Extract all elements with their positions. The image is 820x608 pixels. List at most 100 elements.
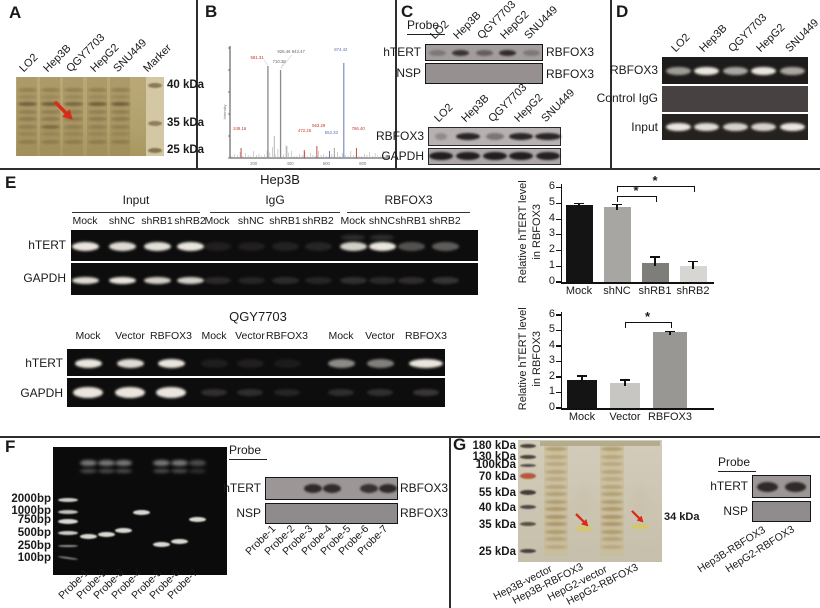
lane-label: Mock: [340, 215, 366, 227]
y-tick-label: 4: [548, 211, 555, 224]
marker-weight-label: 40 kDa: [167, 79, 205, 91]
band: [110, 110, 130, 114]
lane-label: RBFOX3: [265, 330, 308, 342]
band: [17, 88, 37, 92]
panel-label-d: D: [616, 2, 629, 21]
chart-x-axis: [560, 282, 714, 284]
ladder-label: 250bp: [17, 540, 51, 552]
gel-lane: [40, 77, 60, 156]
band: [63, 140, 83, 144]
bar: [679, 266, 707, 282]
band: [397, 241, 425, 251]
y-tick-label: 1: [548, 385, 555, 397]
band: [435, 132, 447, 140]
band: [40, 110, 60, 114]
band: [475, 49, 493, 56]
row-label: hTERT: [223, 481, 261, 495]
row-label: NSP: [396, 66, 421, 80]
band: [368, 241, 396, 251]
band: [110, 117, 130, 121]
bar: [610, 383, 640, 408]
lane-label: RBFOX3: [404, 330, 447, 342]
band: [87, 125, 107, 129]
row-label-right: RBFOX3: [400, 481, 449, 495]
ladder-label: 180 kDa: [472, 440, 516, 452]
chart-y-axis: [560, 312, 562, 410]
band: [601, 469, 623, 474]
weight-annotation: 34 kDa: [664, 511, 700, 523]
band: [40, 125, 60, 129]
error-bar-stem: [692, 260, 694, 270]
band: [498, 49, 516, 56]
band: [631, 523, 649, 529]
probe-header: Probe: [407, 19, 445, 35]
band: [143, 276, 171, 284]
band: [429, 152, 453, 160]
band: [545, 462, 567, 466]
bar: [641, 263, 669, 282]
band: [428, 49, 446, 56]
y-tick: [556, 391, 561, 394]
band: [87, 110, 107, 114]
band: [108, 241, 136, 251]
bar: [603, 206, 631, 282]
band: [170, 469, 188, 473]
error-bar-stem: [578, 202, 580, 209]
error-bar-stem: [581, 375, 583, 384]
band: [601, 454, 623, 459]
error-bar-cap: [688, 260, 698, 263]
bar: [653, 332, 687, 408]
ladder-label: 25 kDa: [478, 546, 516, 558]
band: [87, 88, 107, 92]
y-tick: [556, 265, 561, 267]
y-tick-label: 1: [548, 258, 555, 271]
band: [237, 241, 265, 251]
band: [413, 388, 439, 396]
band: [87, 132, 107, 136]
band: [576, 485, 592, 515]
row-label: hTERT: [28, 238, 66, 252]
band: [368, 276, 396, 284]
ladder-label: 35 kDa: [478, 519, 516, 531]
lane-label: SNU449: [783, 16, 820, 55]
ladder-label: 130 kDa: [472, 451, 516, 463]
significance-star: *: [652, 173, 658, 188]
error-bar-cap: [650, 256, 660, 258]
red-arrow-icon: [631, 510, 644, 523]
row-label: NSP: [236, 506, 261, 520]
divider-v-cd: [610, 0, 612, 169]
gel-title: QGY7703: [229, 309, 287, 324]
panel-label-f: F: [5, 437, 16, 456]
x-category-label: shRB2: [676, 285, 710, 297]
error-bar-cap: [665, 330, 675, 332]
y-tick-label: 5: [548, 323, 555, 335]
spectrum-annotation: 581.31: [251, 55, 265, 60]
y-tick-label: 6: [548, 307, 555, 320]
row-label-right: RBFOX3: [400, 506, 449, 520]
panel-label-g: G: [453, 435, 467, 454]
lane-label: shNC: [237, 215, 265, 227]
lane-label: Vector: [115, 330, 145, 342]
band: [601, 499, 623, 504]
band: [170, 460, 188, 466]
red-arrow-icon: [53, 100, 73, 120]
lane-label: SNU449: [522, 3, 561, 42]
band: [486, 132, 504, 140]
y-tick: [556, 218, 561, 220]
divider-v-fg: [449, 438, 451, 608]
rip-gel-gapdh: [71, 263, 478, 295]
band: [58, 510, 78, 514]
band: [148, 120, 162, 126]
y-tick-label: 0: [548, 274, 555, 287]
band: [200, 358, 228, 368]
band: [601, 514, 623, 519]
lane-label: Mock: [204, 215, 230, 227]
y-tick: [556, 314, 561, 316]
band: [545, 522, 567, 526]
band: [237, 388, 263, 396]
panel-label-b: B: [205, 2, 218, 21]
band: [750, 123, 776, 131]
band: [110, 95, 130, 99]
red-arrow-icon: [575, 513, 589, 527]
band: [632, 485, 648, 515]
